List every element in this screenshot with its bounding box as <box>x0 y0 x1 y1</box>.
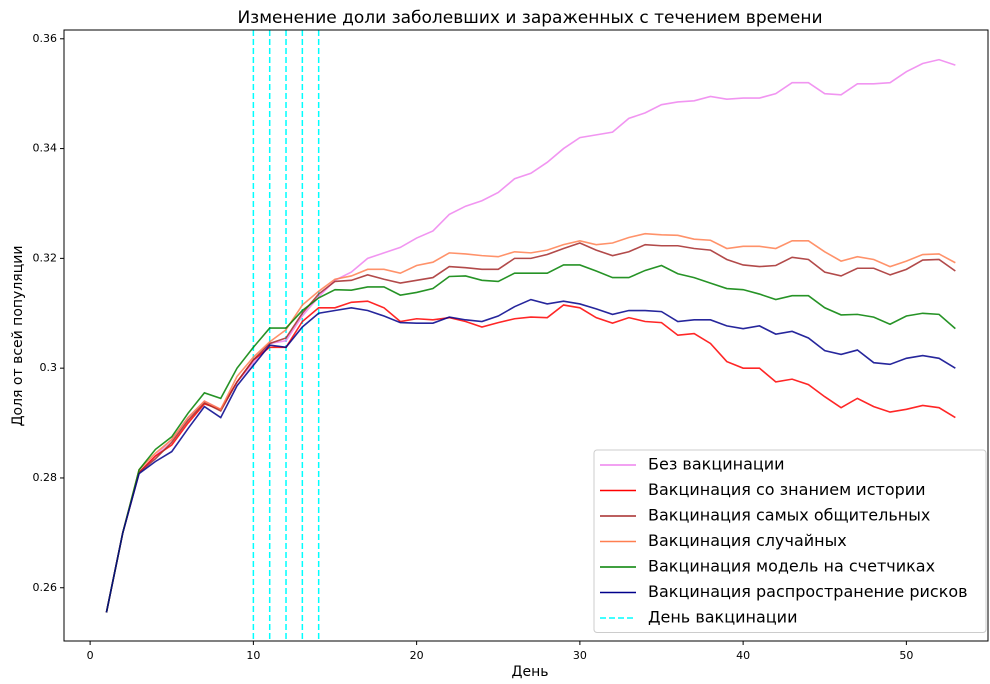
y-tick-label: 0.34 <box>33 142 58 155</box>
legend-label: Вакцинация модель на счетчиках <box>648 557 935 576</box>
chart-title: Изменение доли заболевших и зараженных с… <box>237 8 822 28</box>
y-axis-label: Доля от всей популяции <box>10 246 26 427</box>
x-tick-label: 40 <box>736 649 750 662</box>
legend-label: Вакцинация случайных <box>648 531 847 550</box>
series-line <box>105 298 956 613</box>
legend-label: Вакцинация распространение рисков <box>648 582 968 601</box>
x-tick-label: 50 <box>899 649 913 662</box>
y-tick-label: 0.36 <box>33 32 58 45</box>
plot-frame <box>63 29 989 642</box>
x-tick-label: 30 <box>573 649 587 662</box>
legend-label: Вакцинация со знанием истории <box>648 480 926 499</box>
x-axis-label: День <box>512 664 549 680</box>
y-tick-label: 0.26 <box>33 581 58 594</box>
series-line <box>105 242 956 613</box>
y-tick-label: 0.28 <box>33 471 58 484</box>
series-line <box>105 58 956 613</box>
x-tick-label: 20 <box>410 649 424 662</box>
series-line <box>105 232 956 613</box>
x-tick-label: 10 <box>246 649 260 662</box>
y-tick-label: 0.3 <box>40 361 58 374</box>
y-tick-label: 0.32 <box>33 251 58 264</box>
x-tick-label: 0 <box>87 649 94 662</box>
legend-label: День вакцинации <box>648 608 797 627</box>
legend-box <box>593 449 987 633</box>
legend-label: Вакцинация самых общительных <box>648 506 930 525</box>
series-line <box>105 264 956 613</box>
legend-label: Без вакцинации <box>648 455 785 474</box>
